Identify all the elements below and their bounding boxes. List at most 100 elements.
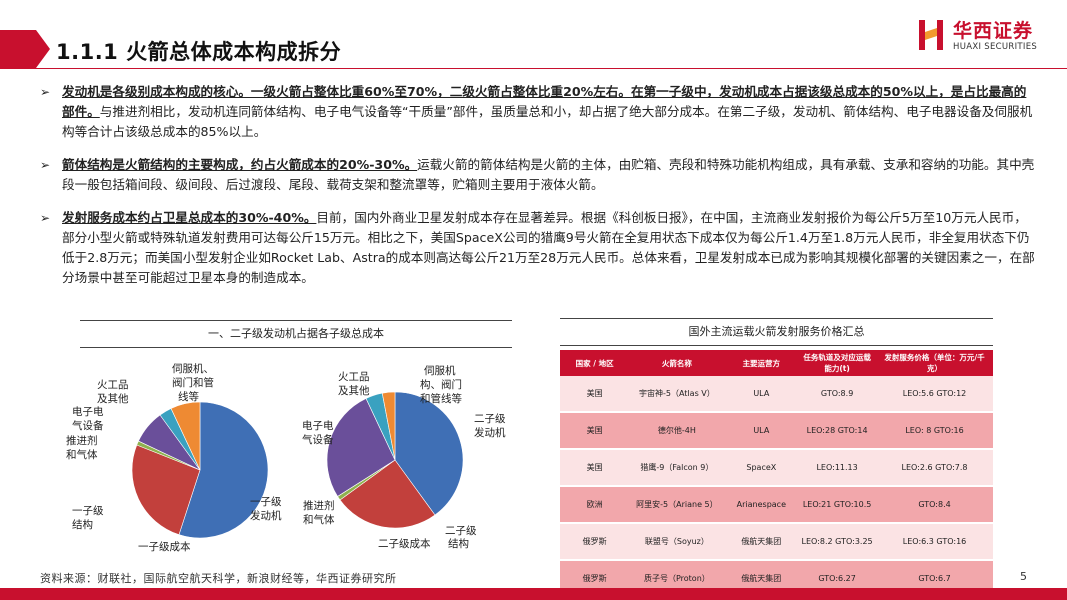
table-cell: LEO:2.6 GTO:7.8 xyxy=(876,449,993,487)
pie2-label-servo-2: 构、阀门 xyxy=(420,378,462,391)
table-cell: ULA xyxy=(724,412,799,450)
pie1-slice-5 xyxy=(170,401,201,471)
footer-accent-bar xyxy=(0,588,1067,600)
col-header-price: 发射服务价格（单位：万元/千克） xyxy=(876,350,993,376)
pie2-label-pyro-1: 火工品 xyxy=(338,371,370,383)
pie2-label-prop-2: 和气体 xyxy=(303,513,335,526)
table-row: 美国 猎鹰-9（Falcon 9） SpaceX LEO:11.13 LEO:2… xyxy=(560,449,993,487)
bullet-engine: ➢ 发动机是各级别成本构成的核心。一级火箭占整体比重60%至70%，二级火箭占整… xyxy=(40,82,1035,142)
table-cell: LEO:28 GTO:14 xyxy=(798,412,877,450)
pie1-label-elec-1: 电子电 xyxy=(72,405,104,418)
pie2-label-struct-1: 二子级 xyxy=(445,525,477,537)
pie2-slice-3 xyxy=(326,398,396,497)
header-accent-bar xyxy=(0,30,36,68)
pie1-label-struct-2: 结构 xyxy=(72,518,93,531)
logo-name-en: HUAXI SECURITIES xyxy=(953,42,1038,52)
pie2-label-elec-2: 气设备 xyxy=(302,433,334,446)
pie1-label-servo-1: 伺服机、 xyxy=(172,362,214,375)
table-cell: 猎鹰-9（Falcon 9） xyxy=(629,449,725,487)
table-row: 美国 宇宙神-5（Atlas V） ULA GTO:8.9 LEO:5.6 GT… xyxy=(560,376,993,413)
table-cell: 欧洲 xyxy=(560,486,630,524)
pie-stage1 xyxy=(131,401,269,539)
pie1-slice-1 xyxy=(131,444,201,536)
bullet-arrow-icon: ➢ xyxy=(40,211,51,225)
table-header-row: 国家 / 地区 火箭名称 主要运营方 任务轨道及对应运载能力(t) 发射服务价格… xyxy=(560,350,993,376)
pie2-label-prop-1: 推进剂 xyxy=(303,499,335,512)
header-accent-tip xyxy=(36,30,50,68)
table-cell: 宇宙神-5（Atlas V） xyxy=(629,376,725,413)
table-cell: LEO:6.3 GTO:16 xyxy=(876,523,993,561)
bullet-body-text: 与推进剂相比，发动机连同箭体结构、电子电气设备等“干质量”部件，虽质量总和小，却… xyxy=(62,104,1033,139)
bullet-arrow-icon: ➢ xyxy=(40,158,51,172)
table-row: 欧洲 阿里安-5（Ariane 5） Arianespace LEO:21 GT… xyxy=(560,486,993,524)
pie2-label-elec-1: 电子电 xyxy=(302,419,334,432)
source-note: 资料来源：财联社，国际航空航天科学，新浪财经等，华西证券研究所 xyxy=(40,572,397,585)
company-logo: 华西证券 HUAXI SECURITIES xyxy=(917,14,1047,58)
table-cell: 联盟号（Soyuz） xyxy=(629,523,725,561)
pie1-label-prop-2: 和气体 xyxy=(66,448,98,461)
pie2-name: 二子级成本 xyxy=(378,537,431,550)
table-cell: 阿里安-5（Ariane 5） xyxy=(629,486,725,524)
table-row: 俄罗斯 联盟号（Soyuz） 俄航天集团 LEO:8.2 GTO:3.25 LE… xyxy=(560,523,993,561)
pie1-name: 一子级成本 xyxy=(138,540,191,553)
pie1-label-struct-1: 一子级 xyxy=(72,505,104,517)
table-cell: 美国 xyxy=(560,376,630,413)
header-divider xyxy=(0,68,1067,69)
table-cell: SpaceX xyxy=(724,449,799,487)
pie-charts: 伺服机、 阀门和管 线等 火工品 及其他 电子电 气设备 推进剂 和气体 一子级… xyxy=(66,362,506,553)
bullet-arrow-icon: ➢ xyxy=(40,85,51,99)
pie1-label-pyro-2: 及其他 xyxy=(97,392,129,405)
logo-name-cn: 华西证券 xyxy=(953,20,1034,42)
page-number: 5 xyxy=(1020,570,1027,583)
bullet-list: ➢ 发动机是各级别成本构成的核心。一级火箭占整体比重60%至70%，二级火箭占整… xyxy=(40,82,1035,301)
bullet-key-text: 发射服务成本约占卫星总成本的30%-40%。 xyxy=(62,210,317,225)
pie1-label-engine-2: 发动机 xyxy=(250,509,282,522)
pie2-label-engine-1: 二子级 xyxy=(474,413,506,425)
pie2-slice-0 xyxy=(394,391,464,516)
bullet-launch: ➢ 发射服务成本约占卫星总成本的30%-40%。目前，国内外商业卫星发射成本存在… xyxy=(40,208,1035,288)
table-cell: Arianespace xyxy=(724,486,799,524)
table-cell: LEO:5.6 GTO:12 xyxy=(876,376,993,413)
col-header-rocket: 火箭名称 xyxy=(629,350,725,376)
pie1-label-elec-2: 气设备 xyxy=(72,419,104,432)
bullet-key-text: 发动机是各级别成本构成的核心。一级火箭占整体比重60%至70%，二级火箭占整体比… xyxy=(62,84,1027,119)
pie1-label-engine-1: 一子级 xyxy=(250,496,282,508)
pie2-label-servo-1: 伺服机 xyxy=(424,364,456,377)
pie2-label-servo-3: 和管线等 xyxy=(420,392,462,405)
pie2-label-engine-2: 发动机 xyxy=(474,426,506,439)
pie1-label-prop-1: 推进剂 xyxy=(66,434,98,447)
table-row: 美国 德尔他-4H ULA LEO:28 GTO:14 LEO: 8 GTO:1… xyxy=(560,412,993,450)
table-cell: GTO:8.4 xyxy=(876,486,993,524)
pie1-slice-0 xyxy=(178,401,269,539)
huaxi-logo-icon xyxy=(919,20,943,50)
col-header-operator: 主要运营方 xyxy=(724,350,799,376)
pie-chart-title: 一、二子级发动机占据各子级总成本 xyxy=(80,320,512,348)
pie2-label-struct-2: 结构 xyxy=(448,537,469,550)
table-cell: 俄罗斯 xyxy=(560,523,630,561)
table-cell: LEO: 8 GTO:16 xyxy=(876,412,993,450)
bullet-key-text: 箭体结构是火箭结构的主要构成，约占火箭成本的20%-30%。 xyxy=(62,157,418,172)
table-cell: LEO:8.2 GTO:3.25 xyxy=(798,523,877,561)
pie2-slice-5 xyxy=(381,391,396,461)
table-cell: 美国 xyxy=(560,449,630,487)
pie1-label-pyro-1: 火工品 xyxy=(97,379,129,391)
table-cell: 俄航天集团 xyxy=(724,523,799,561)
table-cell: ULA xyxy=(724,376,799,413)
table-cell: LEO:11.13 xyxy=(798,449,877,487)
table-cell: 美国 xyxy=(560,412,630,450)
pie1-label-servo-3: 线等 xyxy=(178,390,199,403)
col-header-orbit: 任务轨道及对应运载能力(t) xyxy=(798,350,877,376)
launch-price-table: 国家 / 地区 火箭名称 主要运营方 任务轨道及对应运载能力(t) 发射服务价格… xyxy=(560,350,993,598)
table-cell: 德尔他-4H xyxy=(629,412,725,450)
bullet-body-text: 运载火箭的箭体结构是火箭的主体，由贮箱、壳段和特殊功能机构组成，具有承载、支承和… xyxy=(62,157,1035,192)
pie1-label-servo-2: 阀门和管 xyxy=(172,376,214,389)
page-title: 1.1.1 火箭总体成本构成拆分 xyxy=(56,40,342,64)
table-title: 国外主流运载火箭发射服务价格汇总 xyxy=(560,318,993,346)
col-header-country: 国家 / 地区 xyxy=(560,350,630,376)
bullet-structure: ➢ 箭体结构是火箭结构的主要构成，约占火箭成本的20%-30%。运载火箭的箭体结… xyxy=(40,155,1035,195)
table-cell: GTO:8.9 xyxy=(798,376,877,413)
pie2-slice-1 xyxy=(339,459,436,529)
pie-stage2 xyxy=(326,391,464,529)
table-cell: LEO:21 GTO:10.5 xyxy=(798,486,877,524)
pie2-label-pyro-2: 及其他 xyxy=(338,384,370,397)
